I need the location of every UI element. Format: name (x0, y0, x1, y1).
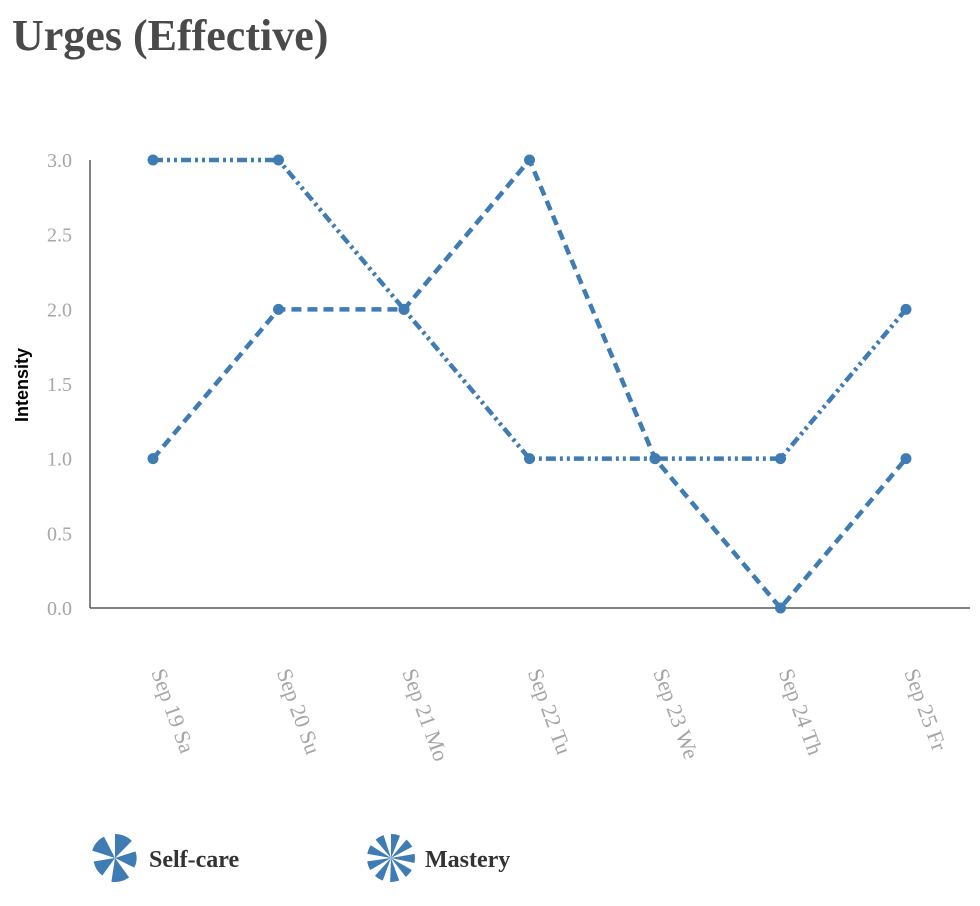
data-point (775, 602, 786, 614)
data-point (649, 453, 661, 465)
x-tick-label: Sep 20 Su (272, 665, 326, 757)
pinwheel-blade (390, 858, 400, 882)
chart-axes (89, 160, 970, 609)
pinwheel-blade (93, 858, 115, 876)
y-tick-label: 1.5 (47, 374, 72, 396)
legend-label: Mastery (425, 847, 510, 873)
y-tick-label: 2.0 (47, 299, 72, 321)
pinwheel-striped-icon (367, 834, 415, 882)
data-point (398, 303, 410, 315)
y-tick-label: 3.0 (47, 150, 72, 172)
y-tick-label: 1.0 (47, 449, 72, 471)
data-point (524, 453, 535, 465)
data-point (147, 154, 159, 166)
x-tick-label: Sep 25 Fr (899, 665, 952, 755)
legend[interactable]: Self-care Mastery (92, 834, 510, 882)
pinwheel-blade (367, 858, 391, 870)
y-tick-label: 0.0 (47, 598, 72, 620)
series-lines (151, 157, 908, 611)
x-tick-label: Sep 23 We (648, 665, 704, 762)
data-point (900, 303, 912, 315)
legend-item[interactable]: Self-care (92, 834, 240, 882)
x-tick-labels: Sep 19 Sa Sep 20 Su Sep 21 Mo Sep 22 Tu Sep … (146, 665, 952, 764)
pinwheel-blade (391, 858, 412, 877)
data-point (273, 303, 284, 315)
pinwheel-blade (391, 834, 400, 858)
data-point (273, 154, 284, 166)
x-tick-label: Sep 21 Mo (397, 665, 454, 764)
pinwheel-blade (111, 858, 130, 882)
x-tick-label: Sep 19 Sa (146, 665, 200, 756)
y-tick-labels: 0.0 0.5 1.0 1.5 2.0 2.5 3.0 (47, 150, 72, 620)
legend-item[interactable]: Mastery (367, 834, 510, 882)
pinwheel-blade (391, 853, 415, 863)
series-line (151, 157, 908, 611)
data-point (147, 453, 159, 465)
pinwheel-blade (367, 845, 391, 858)
data-point (775, 453, 786, 465)
x-tick-label: Sep 22 Tu (523, 665, 577, 757)
pinwheel-blade (115, 851, 137, 868)
pinwheel-icon (92, 834, 137, 882)
y-tick-label: 2.5 (47, 225, 72, 247)
y-tick-label: 0.5 (47, 523, 72, 545)
pinwheel-blade (115, 834, 132, 858)
series-line (153, 157, 908, 461)
data-point (524, 154, 535, 166)
pinwheel-blade (374, 858, 391, 881)
data-point (900, 453, 912, 465)
pinwheel-blade (391, 839, 413, 858)
legend-label: Self-care (149, 847, 240, 873)
pinwheel-blade (375, 835, 391, 858)
series-points (147, 154, 912, 614)
y-axis-title: Intensity (12, 348, 32, 422)
chart-title: Urges (Effective) (12, 11, 329, 60)
x-tick-label: Sep 24 Th (774, 665, 828, 758)
pinwheel-blade (92, 836, 115, 858)
